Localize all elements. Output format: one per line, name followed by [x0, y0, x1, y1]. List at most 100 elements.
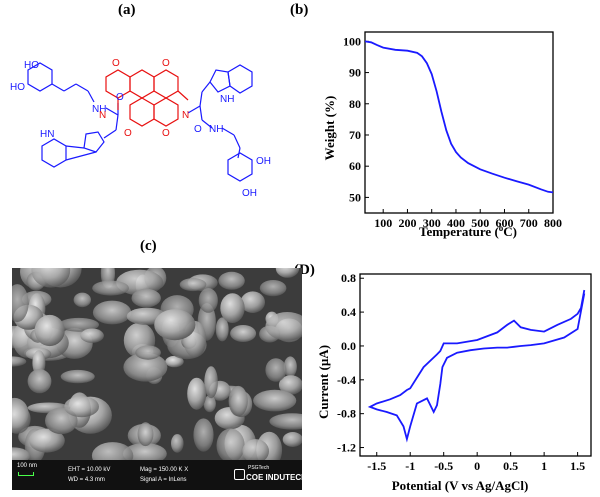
sem-grain	[58, 317, 99, 332]
sem-grain	[204, 366, 218, 399]
x-tick-label: 600	[495, 216, 513, 230]
tga-x-axis-title: Temperature (oC)	[419, 223, 517, 239]
tga-y-axis-title: Weight (%)	[322, 96, 337, 161]
atom-label: NH	[92, 104, 106, 115]
sem-grains	[12, 268, 302, 460]
sem-grain	[12, 404, 31, 434]
molecule-structure: HO HO HN NH O O O N N O O NH O NH OH OH	[10, 58, 271, 199]
sem-grain	[165, 355, 184, 368]
tga-weight-line	[364, 40, 554, 194]
sem-grain	[123, 442, 167, 460]
sem-grain	[131, 288, 161, 308]
cv-x-axis-title: Potential (V vs Ag/AgCl)	[392, 478, 529, 493]
x-tick-label: 700	[520, 216, 538, 230]
atom-label: OH	[242, 188, 257, 199]
cv-axes	[359, 273, 592, 457]
x-tick-label: 100	[374, 216, 392, 230]
y-tick-label: 0.4	[341, 305, 356, 319]
sem-grain	[218, 271, 245, 290]
atom-label: O	[116, 92, 124, 103]
sem-eht: EHT = 10.00 kV	[68, 467, 111, 473]
sem-grain	[31, 268, 71, 288]
sem-grain	[29, 428, 65, 453]
sem-grain	[187, 377, 207, 410]
sem-grain	[283, 356, 297, 378]
sem-grain	[228, 385, 248, 417]
molecule-bonds-red	[105, 69, 189, 127]
plot-frame	[364, 31, 554, 214]
x-tick-label: 400	[447, 216, 465, 230]
sem-grain	[275, 268, 300, 278]
atom-label: NH	[220, 94, 234, 105]
sem-grain	[230, 325, 257, 342]
sem-grain	[92, 280, 129, 296]
x-tick-label: 1.5	[570, 459, 585, 473]
sem-grain	[216, 428, 245, 460]
tga-axes	[364, 31, 554, 214]
sem-grain	[12, 284, 29, 323]
y-tick-label: 0.0	[341, 339, 356, 353]
sem-grain	[259, 280, 287, 297]
sem-grain	[92, 300, 132, 325]
atom-label: HN	[40, 129, 54, 140]
atom-label: O	[162, 58, 170, 69]
sem-grain	[242, 439, 269, 460]
molecule-atom-labels: HO HO HN NH O O O N N O O NH O NH OH OH	[10, 58, 271, 199]
sem-grain	[269, 413, 302, 430]
y-tick-label: 60	[349, 159, 361, 173]
sem-grain	[215, 317, 229, 342]
y-tick-label: 90	[349, 66, 361, 80]
sem-signal: Signal A = InLens	[140, 477, 187, 483]
sem-micrograph	[12, 268, 302, 460]
y-tick-label: 50	[349, 190, 361, 204]
sem-grain	[198, 288, 218, 313]
sem-grain	[73, 292, 91, 308]
tga-chart: 100 200 300 400 500 600 700 800 50 60 70 80 90 100 Te…	[322, 31, 562, 239]
sem-grain	[91, 442, 134, 460]
y-tick-label: -1.2	[337, 441, 356, 455]
x-tick-label: -0.5	[434, 459, 453, 473]
y-tick-label: 70	[349, 128, 361, 142]
x-tick-label: 300	[423, 216, 441, 230]
panel-label-c: (c)	[140, 238, 157, 254]
sem-grain	[253, 389, 297, 412]
atom-label: NH	[209, 124, 223, 135]
sem-grain	[80, 328, 104, 343]
sem-grain	[282, 432, 302, 447]
sem-grain	[64, 396, 99, 418]
cv-current-line	[367, 289, 586, 443]
sem-scale-label: 100 nm	[17, 463, 38, 469]
y-tick-label: 80	[349, 97, 361, 111]
y-tick-label: 0.8	[341, 271, 356, 285]
atom-label: O	[112, 58, 120, 69]
atom-label: O	[124, 128, 132, 139]
atom-label: N	[182, 110, 189, 121]
y-tick-label: 100	[343, 34, 361, 48]
sem-grain	[240, 291, 265, 313]
panel-label-b: (b)	[290, 2, 309, 18]
y-tick-label: -0.8	[337, 407, 356, 421]
sem-grain	[179, 278, 207, 292]
sem-grain	[60, 369, 95, 384]
x-tick-label: 0.5	[503, 459, 518, 473]
x-tick-label: 800	[544, 216, 562, 230]
sem-wd: WD = 4.3 mm	[68, 477, 105, 483]
sem-grain	[203, 395, 216, 413]
sem-grain	[278, 375, 302, 395]
x-tick-label: 0	[474, 459, 480, 473]
sem-scale-bar	[18, 472, 34, 476]
cv-ticks: -1.5 -1 -0.5 0 0.5 1 1.5 -1.2 -0.8 -0.4 0.0 0.4 0.8	[337, 271, 585, 473]
sem-grain	[193, 418, 214, 452]
atom-label: OH	[256, 156, 271, 167]
sem-grain	[265, 358, 287, 382]
molecule-bonds-blue	[27, 62, 253, 182]
sem-grain	[265, 312, 302, 341]
y-tick-label: -0.4	[337, 373, 356, 387]
tga-ticks: 100 200 300 400 500 600 700 800 50 60 70 80 90 100	[343, 34, 562, 230]
x-tick-label: -1.5	[367, 459, 386, 473]
plot-frame	[359, 273, 592, 457]
sem-grain	[27, 369, 52, 394]
sem-grain	[12, 447, 31, 460]
sem-image: 100 nm EHT = 10.00 kV WD = 4.3 mm Mag = …	[12, 268, 307, 490]
sem-info-bar: 100 nm EHT = 10.00 kV WD = 4.3 mm Mag = …	[12, 460, 307, 490]
